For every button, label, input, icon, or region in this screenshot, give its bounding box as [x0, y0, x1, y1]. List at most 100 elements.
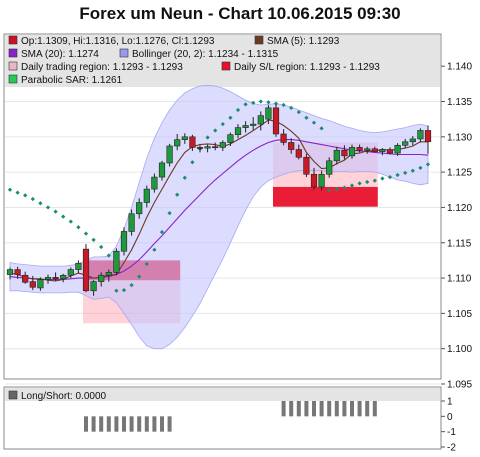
long-short-bar [319, 401, 324, 417]
sar-dot [144, 261, 149, 267]
sar-dot [30, 196, 35, 202]
candle-body [310, 173, 318, 188]
candle-body [14, 269, 21, 275]
candle-body [417, 130, 424, 140]
long-short-bar [304, 401, 309, 417]
legend-swatch [254, 35, 264, 45]
sar-dot [372, 178, 377, 183]
sar-dot [395, 172, 400, 178]
sar-dot [251, 100, 256, 106]
y-tick-label: 1.095 [447, 380, 472, 391]
legend: Op:1.1309, Hi:1.1316, Lo:1.1276, Cl:1.12… [8, 35, 380, 86]
candle-body [333, 149, 340, 162]
sub-tick-label: 0 [447, 412, 453, 423]
sar-dot [129, 283, 134, 288]
legend-swatch [8, 48, 18, 58]
sar-dot [76, 225, 81, 230]
y-tick-label: 1.125 [447, 168, 472, 179]
candle-body [250, 123, 257, 126]
long-short-bar [114, 416, 119, 432]
price-axis: 1.095 1.100 1.105 1.110 1.115 1.120 1.125 1.130… [441, 62, 472, 391]
sar-dot [380, 176, 385, 181]
y-tick-label: 1.115 [447, 238, 472, 249]
sar-dot [243, 102, 248, 107]
legend-entry: Parabolic SAR: 1.1261 [21, 75, 123, 86]
candle-body [166, 145, 173, 164]
long-short-bar [372, 401, 377, 417]
y-tick-label: 1.130 [447, 132, 472, 143]
candle-body [67, 269, 74, 276]
sar-dot [182, 175, 187, 180]
y-tick-label: 1.140 [447, 62, 472, 73]
sub-tick-label: -2 [447, 443, 456, 454]
long-short-bar [289, 401, 294, 417]
sar-dot [418, 165, 423, 171]
candle-body [394, 144, 401, 154]
candle-body [272, 107, 280, 135]
candle-body [204, 146, 211, 149]
long-short-label: Long/Short: 0.0000 [21, 391, 107, 402]
sar-dot [213, 128, 218, 133]
bollinger-layer [9, 84, 429, 350]
long-short-bar [152, 416, 157, 432]
candle-body [371, 148, 378, 152]
sar-dot [365, 179, 370, 185]
long-short-axis: 1 0 -1 -2 [441, 397, 456, 454]
candle-body [90, 281, 97, 292]
daily-sl-region [273, 186, 378, 207]
bollinger-band [9, 84, 429, 350]
long-short-bar [106, 416, 111, 432]
candle-body [44, 277, 52, 280]
long-short-bar [312, 401, 316, 417]
sar-dot [334, 186, 339, 192]
y-tick-label: 1.110 [447, 274, 472, 285]
sar-dot [175, 192, 180, 197]
candle-body [22, 274, 29, 283]
sar-dot [91, 237, 96, 243]
sar-dot [410, 168, 415, 173]
candle-body [105, 272, 112, 276]
sar-dot [53, 209, 58, 214]
candle-body [75, 262, 82, 270]
sub-tick-label: 1 [447, 397, 453, 408]
candle-body [212, 146, 219, 148]
legend-swatch [221, 61, 231, 71]
chart-title: Forex um Neun - Chart 10.06.2015 09:30 [79, 4, 400, 23]
sar-dot [137, 274, 142, 279]
long-short-swatch [8, 390, 18, 400]
legend-entry: SMA (5): 1.1293 [267, 36, 340, 47]
candle-body [348, 147, 356, 157]
moving-averages-layer [9, 119, 429, 282]
sub-tick-label: -1 [447, 427, 456, 438]
candle-body [303, 156, 310, 175]
sar-dot [159, 230, 165, 235]
long-short-bar [357, 401, 362, 417]
candle-body [143, 188, 150, 203]
sar-dot [15, 190, 20, 195]
legend-swatch [8, 74, 18, 84]
sar-dot [167, 210, 172, 216]
candle-body [136, 202, 143, 215]
sar-dot [190, 160, 195, 165]
sar-dot [23, 193, 28, 198]
candle-body [288, 142, 295, 150]
candle-body [6, 269, 14, 275]
sub-legend-background [5, 388, 440, 401]
candle-body [196, 147, 204, 149]
sar-dot [403, 170, 408, 175]
long-short-bar [334, 401, 339, 417]
legend-entry: Bollinger (20, 2): 1.1234 - 1.1315 [132, 49, 279, 60]
candle-body [424, 130, 432, 143]
candle-body [151, 176, 158, 190]
candle-body [341, 149, 348, 157]
candle-body [402, 141, 409, 146]
long-short-bar [129, 416, 134, 432]
candle-body [128, 213, 135, 232]
candle-body [181, 136, 188, 140]
candle-body [257, 115, 264, 125]
long-short-bar [350, 401, 354, 417]
sar-dot [235, 107, 241, 113]
candle-body [52, 277, 59, 280]
legend-background [5, 35, 440, 87]
